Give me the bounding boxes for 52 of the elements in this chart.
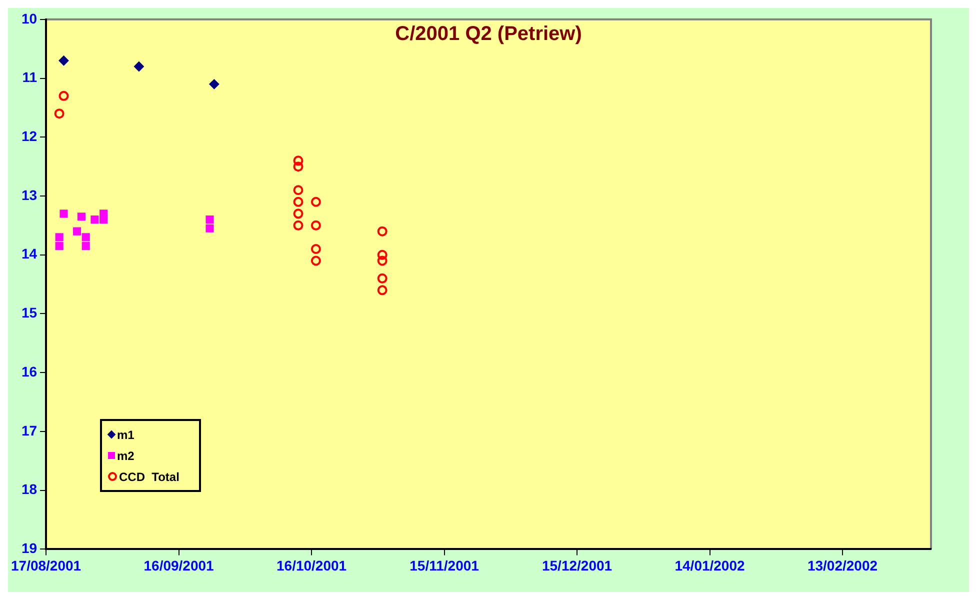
legend-label: m2 [117,448,134,462]
y-tick-label: 12 [21,128,38,144]
point [293,196,304,207]
point [58,90,69,101]
y-tick-label: 15 [21,304,38,321]
point [293,156,304,166]
x-tick-label: 15/12/2001 [542,557,612,574]
y-tick-label: 17 [21,422,38,438]
y-tick-label: 14 [21,246,38,262]
point [209,79,220,90]
y-tick-label: 13 [21,186,38,203]
x-tick-label: 17/08/2001 [10,557,82,574]
point [310,256,321,266]
point [90,216,99,224]
y-tick-label: 10 [21,10,38,26]
point [377,250,388,260]
x-tick-label: 16/09/2001 [144,557,214,574]
point [134,61,144,72]
point [377,273,388,284]
point [293,208,304,219]
point [77,212,86,221]
x-tick-label: 14/01/2002 [674,557,745,574]
point [310,244,321,254]
point [72,227,82,236]
y-tick-label: 11 [22,69,38,86]
point [310,220,321,230]
point [100,216,108,224]
point [55,242,64,250]
y-tick-label: 16 [21,363,38,380]
point [82,242,90,250]
y-tick-label: 18 [21,481,38,498]
point [310,196,321,207]
chart-title: C/2001 Q2 (Petriew) [395,22,582,45]
point [377,226,388,236]
point [60,210,68,218]
point [82,233,90,242]
point [206,224,214,232]
legend-label: m1 [117,428,134,442]
point [58,56,69,66]
legend-label: CCD Total [119,470,180,484]
point [293,220,304,230]
point [377,285,388,296]
y-tick-label: 19 [21,540,38,556]
x-tick-label: 16/10/2001 [276,557,347,574]
x-tick-label: 15/11/2001 [410,557,480,574]
point [293,162,304,172]
point [293,185,304,196]
point [377,256,388,266]
x-tick-label: 13/02/2002 [807,557,878,574]
point [55,233,64,242]
point [206,216,214,224]
point [54,108,64,119]
